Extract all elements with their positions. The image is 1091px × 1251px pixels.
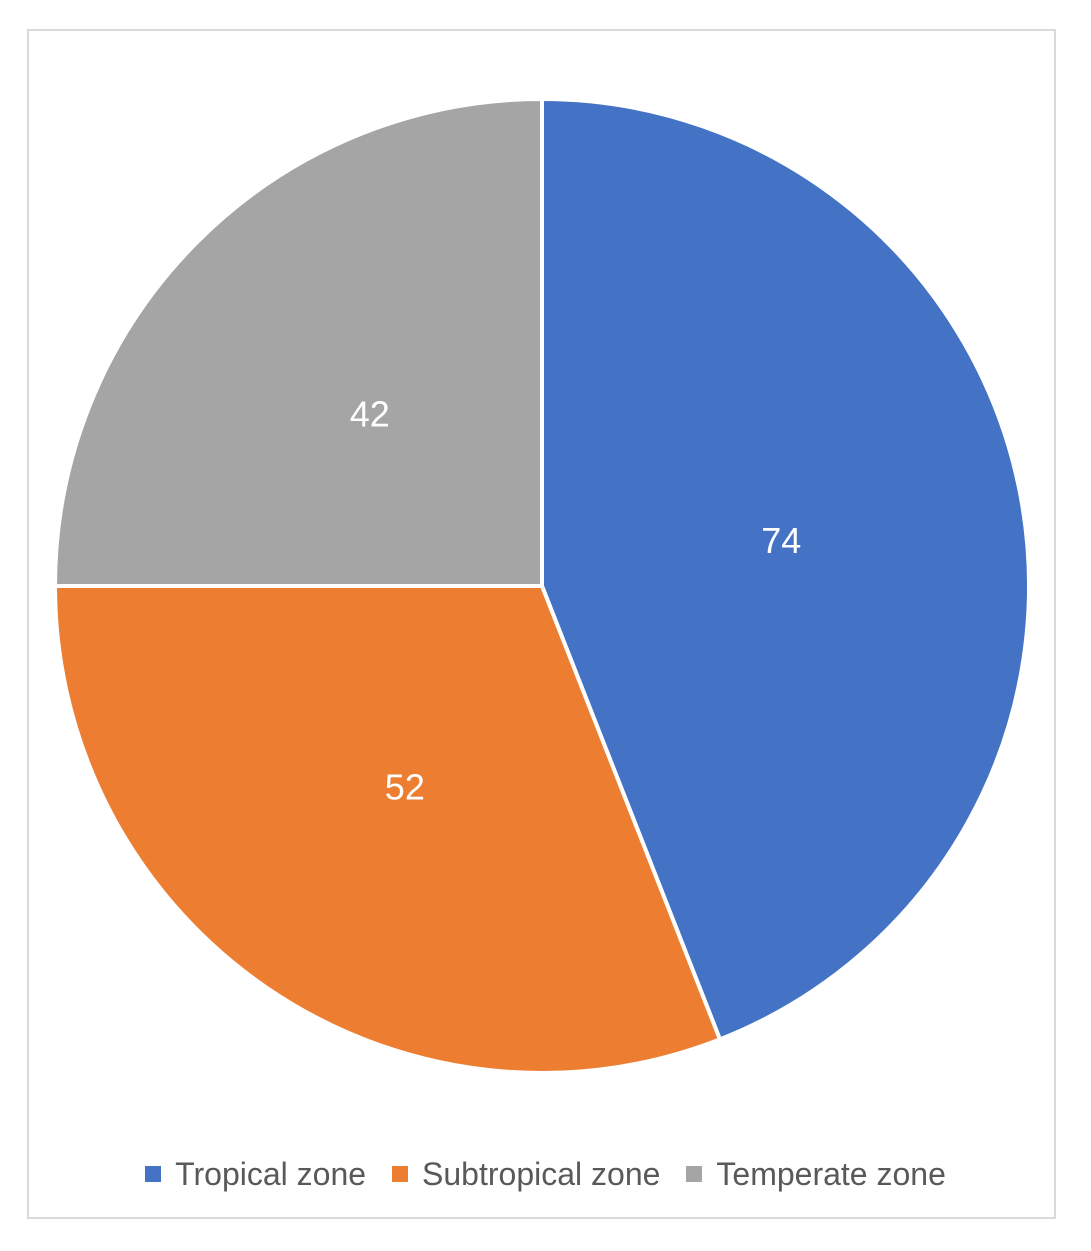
data-label-tropical: 74	[761, 520, 801, 561]
legend-swatch-tropical	[145, 1166, 162, 1182]
chart-legend: Tropical zone Subtropical zone Temperate…	[0, 1150, 1091, 1198]
legend-swatch-subtropical	[392, 1166, 409, 1182]
legend-swatch-temperate	[686, 1166, 703, 1182]
legend-item-subtropical: Subtropical zone	[392, 1156, 660, 1193]
pie-slice-subtropical	[53, 584, 722, 1076]
pie-slice-tropical	[540, 97, 1032, 1042]
legend-label-tropical: Tropical zone	[175, 1155, 367, 1192]
data-label-temperate: 42	[350, 393, 390, 434]
pie-slice-temperate	[53, 97, 544, 588]
data-label-subtropical: 52	[385, 767, 425, 808]
legend-item-temperate: Temperate zone	[686, 1155, 946, 1193]
legend-label-temperate: Temperate zone	[716, 1155, 946, 1192]
legend-item-tropical: Tropical zone	[145, 1156, 366, 1193]
legend-label-subtropical: Subtropical zone	[422, 1155, 661, 1192]
